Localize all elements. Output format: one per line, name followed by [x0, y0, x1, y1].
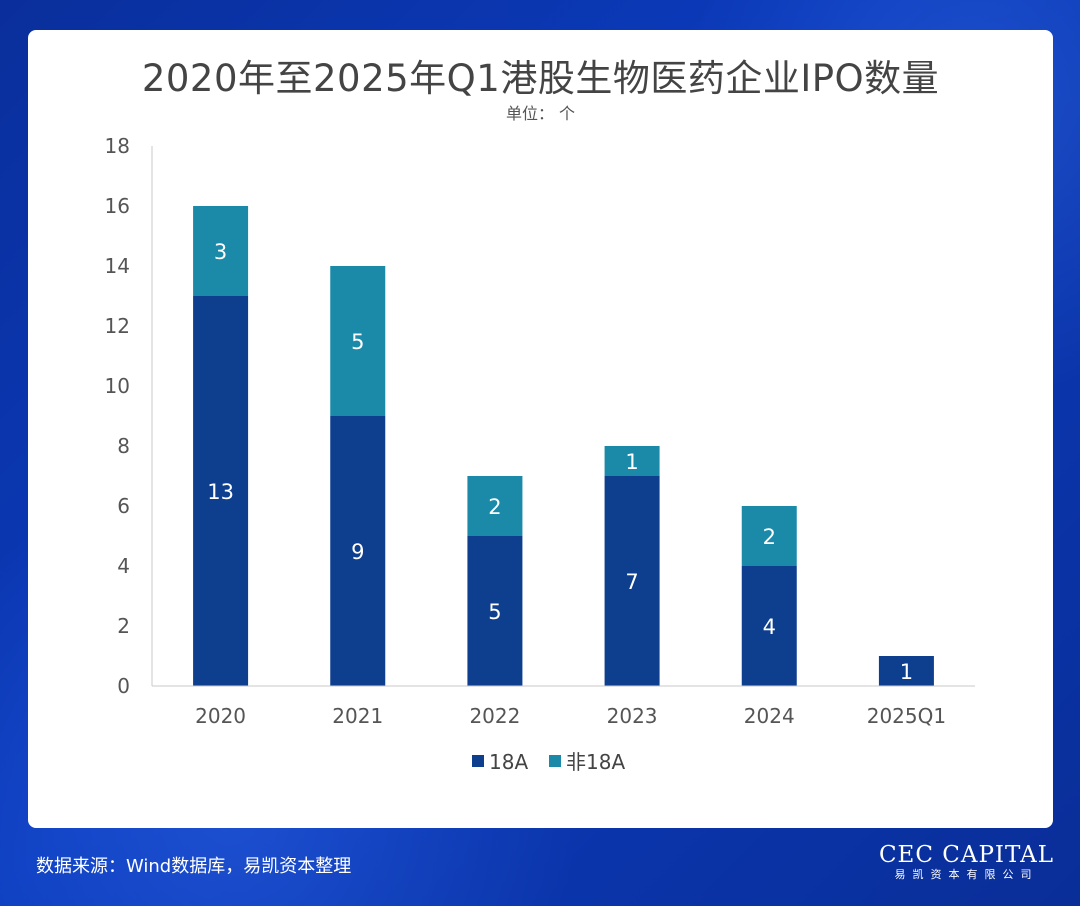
chart-unit-label: 单位： 个: [505, 104, 576, 123]
legend: 18A 非18A: [472, 750, 625, 774]
bar-18a: [878, 656, 934, 686]
bar-value-label: 2: [488, 495, 501, 519]
bar-value-label: 1: [900, 660, 913, 684]
x-tick-label: 2023: [607, 704, 658, 728]
y-tick-label: 14: [105, 254, 130, 278]
bar-18a: [741, 566, 797, 686]
x-tick-label: 2025Q1: [867, 704, 946, 728]
bar-value-label: 4: [763, 615, 776, 639]
legend-label: 18A: [489, 750, 528, 774]
bar-18a: [193, 296, 249, 686]
bar-value-label: 1: [625, 450, 638, 474]
logo-text: CEC CAPITAL: [878, 842, 1054, 868]
bar-value-label: 9: [351, 540, 364, 564]
bar-value-label: 13: [207, 480, 234, 504]
bar-value-label: 5: [351, 330, 364, 354]
chart-title: 2020年至2025年Q1港股生物医药企业IPO数量: [141, 57, 940, 100]
bar-18a: [467, 536, 523, 686]
bar-value-label: 2: [763, 525, 776, 549]
x-tick-label: 2024: [744, 704, 795, 728]
bar-non-18a: [741, 506, 797, 566]
bar-value-label: 7: [625, 570, 638, 594]
x-tick-label: 2022: [469, 704, 520, 728]
bar-value-label: 3: [214, 240, 227, 264]
x-tick-label: 2021: [332, 704, 383, 728]
x-tick-label: 2020: [195, 704, 246, 728]
legend-label: 非18A: [566, 750, 625, 774]
y-tick-label: 12: [105, 314, 130, 338]
y-axis: 0 2 4 6 8 10 12 14 16 18: [105, 134, 153, 698]
data-source-note: 数据来源：Wind数据库，易凯资本整理: [36, 856, 352, 877]
legend-swatch: [472, 755, 484, 767]
logo-subtext: 易凯资本有限公司: [894, 868, 1039, 881]
bar-non-18a: [467, 476, 523, 536]
y-tick-label: 18: [105, 134, 130, 158]
y-tick-label: 2: [117, 614, 130, 638]
x-axis: 2020 2021 2022 2023 2024 2025Q1: [152, 685, 975, 728]
y-tick-label: 6: [117, 494, 130, 518]
bar-non-18a: [193, 206, 249, 296]
y-tick-label: 16: [105, 194, 130, 218]
bar-non-18a: [330, 266, 386, 416]
bars-group: 13 3 9 5 5 2 7 1 4 2 1: [193, 206, 934, 686]
bar-18a: [604, 476, 660, 686]
y-tick-label: 4: [117, 554, 130, 578]
bar-value-label: 5: [488, 600, 501, 624]
bar-18a: [330, 416, 386, 686]
bar-non-18a: [604, 446, 660, 476]
company-logo: CEC CAPITAL 易凯资本有限公司: [879, 842, 1054, 882]
legend-swatch: [549, 755, 561, 767]
y-tick-label: 10: [105, 374, 130, 398]
y-tick-label: 0: [117, 674, 130, 698]
y-tick-label: 8: [117, 434, 130, 458]
